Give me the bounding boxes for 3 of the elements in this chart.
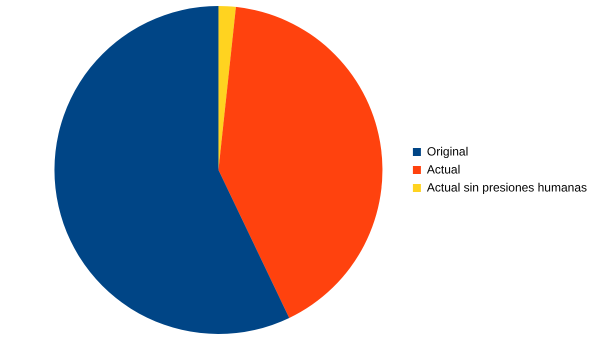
legend-label: Actual sin presiones humanas xyxy=(426,180,588,194)
legend-label: Original xyxy=(426,144,468,158)
legend-label: Actual xyxy=(426,162,460,176)
